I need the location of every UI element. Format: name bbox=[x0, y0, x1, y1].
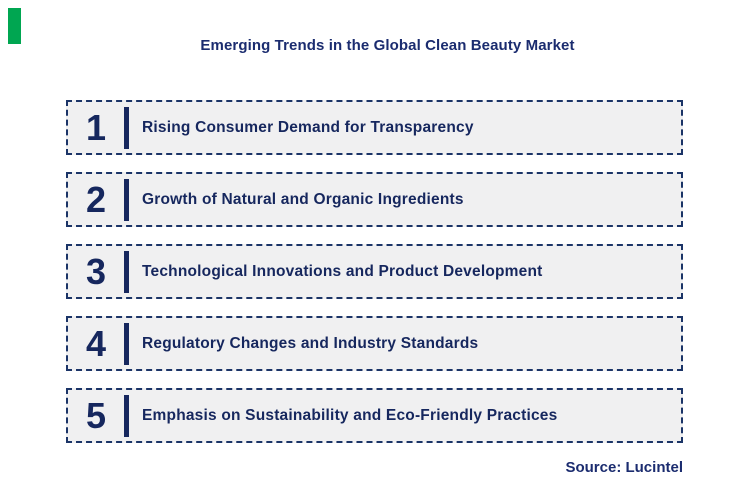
trend-label: Emphasis on Sustainability and Eco-Frien… bbox=[142, 406, 558, 424]
divider-bar bbox=[124, 322, 129, 365]
trend-row: 3 Technological Innovations and Product … bbox=[66, 244, 683, 299]
trend-row: 1 Rising Consumer Demand for Transparenc… bbox=[66, 100, 683, 155]
trend-label: Technological Innovations and Product De… bbox=[142, 262, 543, 280]
divider-bar bbox=[124, 106, 129, 149]
trend-label: Growth of Natural and Organic Ingredient… bbox=[142, 190, 464, 208]
trend-number: 3 bbox=[85, 250, 107, 292]
divider-bar bbox=[124, 250, 129, 293]
trend-number: 2 bbox=[85, 178, 107, 220]
trend-number: 4 bbox=[85, 322, 107, 364]
trend-row: 5 Emphasis on Sustainability and Eco-Fri… bbox=[66, 388, 683, 443]
green-accent-block bbox=[8, 8, 21, 44]
trend-number: 5 bbox=[85, 394, 107, 436]
source-credit: Source: Lucintel bbox=[565, 459, 683, 476]
divider-bar bbox=[124, 178, 129, 221]
page-title: Emerging Trends in the Global Clean Beau… bbox=[200, 37, 575, 54]
trend-label: Rising Consumer Demand for Transparency bbox=[142, 118, 474, 136]
divider-bar bbox=[124, 394, 129, 437]
trend-row: 4 Regulatory Changes and Industry Standa… bbox=[66, 316, 683, 371]
trend-number: 1 bbox=[85, 106, 107, 148]
trend-row: 2 Growth of Natural and Organic Ingredie… bbox=[66, 172, 683, 227]
trend-label: Regulatory Changes and Industry Standard… bbox=[142, 334, 479, 352]
trend-list: 1 Rising Consumer Demand for Transparenc… bbox=[66, 100, 683, 460]
